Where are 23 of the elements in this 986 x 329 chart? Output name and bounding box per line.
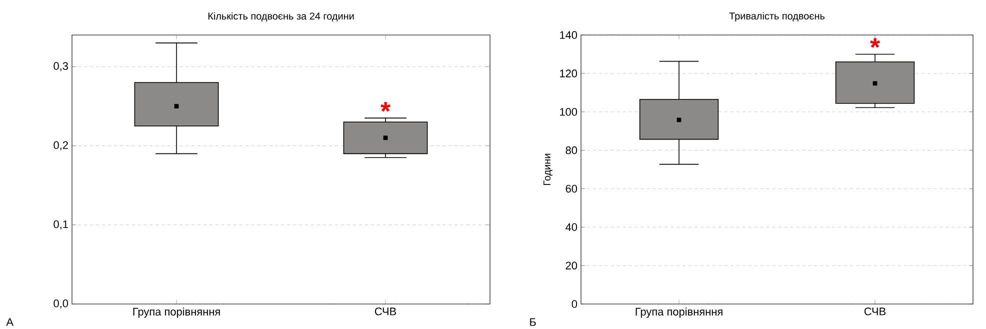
x-tick-label: СЧВ	[374, 308, 396, 316]
y-tick-label: 40	[566, 223, 578, 232]
y-tick-label: 140	[560, 31, 578, 39]
text: А	[6, 318, 14, 326]
y-tick-label: 80	[566, 146, 578, 154]
annotation: *	[380, 102, 391, 112]
y-tick-label: 60	[566, 184, 578, 193]
y-tick-label: 0,0	[54, 299, 68, 309]
y-tick-label: 120	[560, 70, 578, 78]
x-tick-label: Група порівняння	[636, 308, 722, 318]
x-tick-label: Група порівняння	[133, 308, 220, 318]
y-axis-title: Години	[544, 154, 552, 185]
y-tick-label: 20	[566, 262, 578, 270]
y-tick-label: 0	[572, 300, 578, 308]
y-tick-label: 0,2	[54, 141, 68, 150]
chart-title: Кількість подвоєнь за 24 години	[208, 12, 354, 22]
annotation: *	[870, 38, 880, 48]
x-tick-label: СЧВ	[864, 308, 886, 316]
y-tick-label: 0,1	[54, 220, 68, 230]
y-tick-label: 0,3	[54, 62, 68, 72]
y-tick-label: 100	[560, 108, 578, 116]
text: Б	[530, 318, 536, 326]
chart-title: Тривалість подвоєнь	[729, 12, 825, 22]
